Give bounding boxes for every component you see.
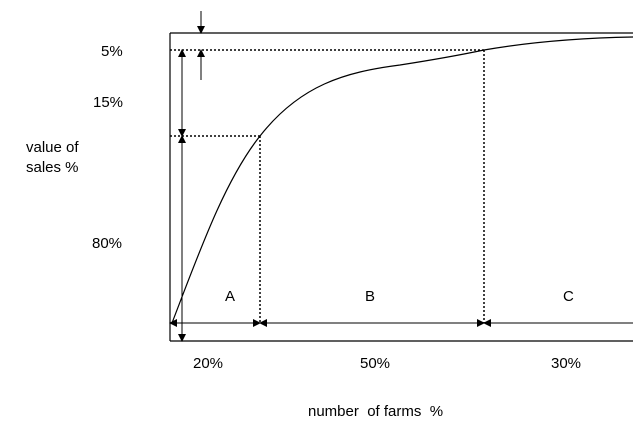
y-dimension-arrows — [178, 11, 205, 342]
diagram-frame — [169, 32, 633, 342]
x-label-20: 20% — [193, 355, 223, 372]
y-label-5: 5% — [101, 43, 123, 60]
y-axis-label-line2: sales % — [26, 159, 79, 176]
x-label-30: 30% — [551, 355, 581, 372]
region-label-c: C — [563, 288, 574, 305]
x-axis-label: number of farms % — [308, 403, 443, 420]
region-label-b: B — [365, 288, 375, 305]
y-label-15: 15% — [93, 94, 123, 111]
y-axis-label-line1: value of — [26, 139, 79, 156]
x-label-50: 50% — [360, 355, 390, 372]
guide-lines — [170, 49, 485, 323]
cumulative-curve — [171, 36, 633, 324]
region-label-a: A — [225, 288, 235, 305]
y-label-80: 80% — [92, 235, 122, 252]
